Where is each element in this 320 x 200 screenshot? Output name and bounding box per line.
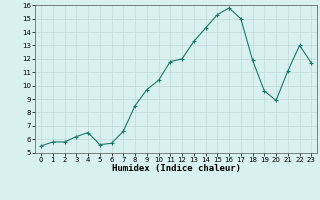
X-axis label: Humidex (Indice chaleur): Humidex (Indice chaleur) [112,164,241,173]
